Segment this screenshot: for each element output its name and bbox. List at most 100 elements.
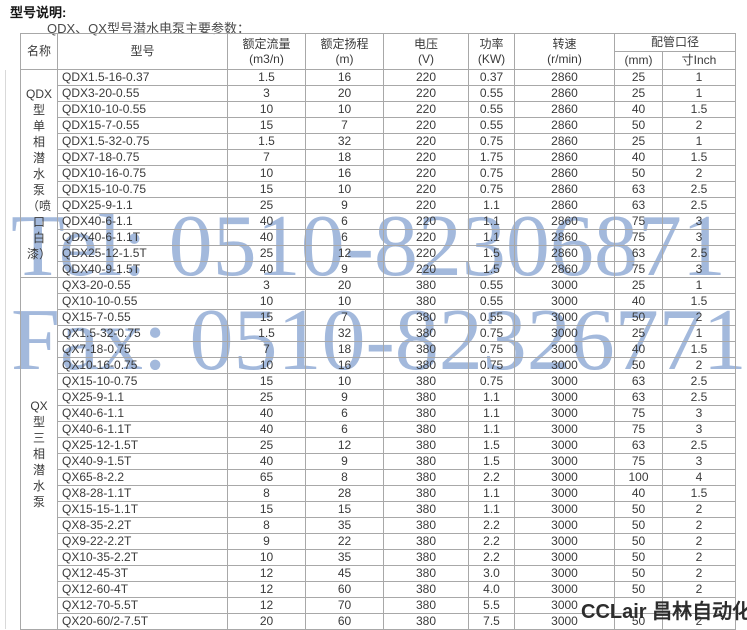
cell-flow: 3 <box>227 85 306 102</box>
page-title: 型号说明: <box>10 5 67 20</box>
cell-speed: 3000 <box>514 357 615 374</box>
cell-flow: 15 <box>227 501 306 518</box>
cell-head: 28 <box>305 485 384 502</box>
cell-pipe-mm: 100 <box>614 469 663 486</box>
cell-speed: 3000 <box>514 405 615 422</box>
cell-voltage: 220 <box>383 101 469 118</box>
cell-pipe-inch: 3 <box>661 453 737 470</box>
cell-speed: 2860 <box>514 181 615 198</box>
cell-pipe-inch: 1.5 <box>661 341 737 358</box>
cell-power: 1.1 <box>468 405 515 422</box>
cell-pipe-mm: 50 <box>614 613 663 630</box>
cell-power: 0.75 <box>468 181 515 198</box>
cell-head: 7 <box>305 117 384 134</box>
cell-voltage: 220 <box>383 261 469 278</box>
table-row: QX15-15-1.1T 15 15 380 1.1 3000 50 2 <box>21 501 737 518</box>
cell-pipe-mm: 50 <box>614 533 663 550</box>
table-row: QDX15-10-0.75 15 10 220 0.75 2860 63 2.5 <box>21 181 737 198</box>
cell-model: QX7-18-0.75 <box>57 341 228 358</box>
cell-flow: 20 <box>227 613 306 630</box>
cell-power: 7.5 <box>468 613 515 630</box>
cell-speed: 3000 <box>514 389 615 406</box>
cell-pipe-mm: 75 <box>614 261 663 278</box>
cell-head: 8 <box>305 469 384 486</box>
cell-pipe-inch: 2.5 <box>661 245 737 262</box>
cell-pipe-mm: 50 <box>614 165 663 182</box>
cell-pipe-mm: 25 <box>614 133 663 150</box>
cell-pipe-inch: 1.5 <box>661 485 737 502</box>
header-flow-label: 额定流量 <box>242 36 291 51</box>
cell-pipe-mm: 40 <box>614 149 663 166</box>
cell-pipe-inch: 2 <box>661 517 737 534</box>
cell-pipe-mm: 75 <box>614 421 663 438</box>
cell-flow: 65 <box>227 469 306 486</box>
page-edge-line <box>5 70 6 629</box>
cell-speed: 3000 <box>514 293 615 310</box>
table-row: QDX40-6-1.1T 40 6 220 1.1 2860 75 3 <box>21 229 737 246</box>
cell-voltage: 220 <box>383 181 469 198</box>
cell-head: 9 <box>305 453 384 470</box>
cell-flow: 15 <box>227 181 306 198</box>
cell-pipe-inch: 1.5 <box>661 293 737 310</box>
cell-head: 7 <box>305 309 384 326</box>
cell-voltage: 380 <box>383 309 469 326</box>
table-row: QDX40-6-1.1 40 6 220 1.1 2860 75 3 <box>21 213 737 230</box>
header-pipe-mm: (mm) <box>614 51 663 70</box>
cell-pipe-inch: 2 <box>661 549 737 566</box>
cell-voltage: 380 <box>383 485 469 502</box>
header-pipe: 配管口径 <box>613 33 737 52</box>
cell-model: QX10-16-0.75 <box>57 357 228 374</box>
cell-speed: 2860 <box>514 213 615 230</box>
cell-flow: 15 <box>227 309 306 326</box>
cell-speed: 3000 <box>514 613 615 630</box>
cell-pipe-mm: 50 <box>614 501 663 518</box>
header-flow: 额定流量 (m3/n) <box>227 33 306 70</box>
cell-flow: 9 <box>227 533 306 550</box>
cell-speed: 3000 <box>514 373 615 390</box>
cell-power: 0.55 <box>468 277 515 294</box>
cell-flow: 40 <box>227 421 306 438</box>
cell-pipe-mm: 50 <box>614 549 663 566</box>
cell-voltage: 380 <box>383 517 469 534</box>
cell-pipe-inch: 2 <box>661 357 737 374</box>
cell-speed: 3000 <box>514 549 615 566</box>
cell-speed: 2860 <box>514 133 615 150</box>
cell-head: 45 <box>305 565 384 582</box>
cell-model: QDX40-6-1.1T <box>57 229 228 246</box>
cell-power: 0.55 <box>468 85 515 102</box>
header-head: 额定扬程 (m) <box>305 33 384 70</box>
table-row: QDX25-12-1.5T 25 12 220 1.5 2860 63 2.5 <box>21 245 737 262</box>
cell-pipe-inch: 2 <box>661 565 737 582</box>
table-row: QDX7-18-0.75 7 18 220 1.75 2860 40 1.5 <box>21 149 737 166</box>
cell-speed: 3000 <box>514 485 615 502</box>
cell-pipe-inch: 1 <box>661 277 737 294</box>
cell-flow: 12 <box>227 565 306 582</box>
cell-voltage: 220 <box>383 245 469 262</box>
cell-model: QX9-22-2.2T <box>57 533 228 550</box>
cell-head: 16 <box>305 165 384 182</box>
cell-speed: 3000 <box>514 309 615 326</box>
cell-speed: 2860 <box>514 149 615 166</box>
cell-model: QX25-12-1.5T <box>57 437 228 454</box>
cell-model: QX15-7-0.55 <box>57 309 228 326</box>
cell-model: QDX15-7-0.55 <box>57 117 228 134</box>
cell-flow: 25 <box>227 245 306 262</box>
cell-pipe-inch: 1 <box>661 85 737 102</box>
cell-power: 0.75 <box>468 357 515 374</box>
cell-speed: 3000 <box>514 533 615 550</box>
cell-pipe-mm: 63 <box>614 437 663 454</box>
table-row: QDX1.5-32-0.75 1.5 32 220 0.75 2860 25 1 <box>21 133 737 150</box>
header-power-unit: (KW) <box>477 51 506 66</box>
cell-pipe-inch: 2 <box>661 613 737 630</box>
cell-pipe-mm: 75 <box>614 213 663 230</box>
cell-model: QX12-60-4T <box>57 581 228 598</box>
cell-head: 10 <box>305 373 384 390</box>
cell-power: 0.75 <box>468 133 515 150</box>
cell-flow: 1.5 <box>227 133 306 150</box>
cell-head: 9 <box>305 197 384 214</box>
cell-pipe-inch: 2.5 <box>661 373 737 390</box>
table-row: QX65-8-2.2 65 8 380 2.2 3000 100 4 <box>21 469 737 486</box>
cell-model: QX25-9-1.1 <box>57 389 228 406</box>
cell-head: 22 <box>305 533 384 550</box>
cell-flow: 40 <box>227 405 306 422</box>
